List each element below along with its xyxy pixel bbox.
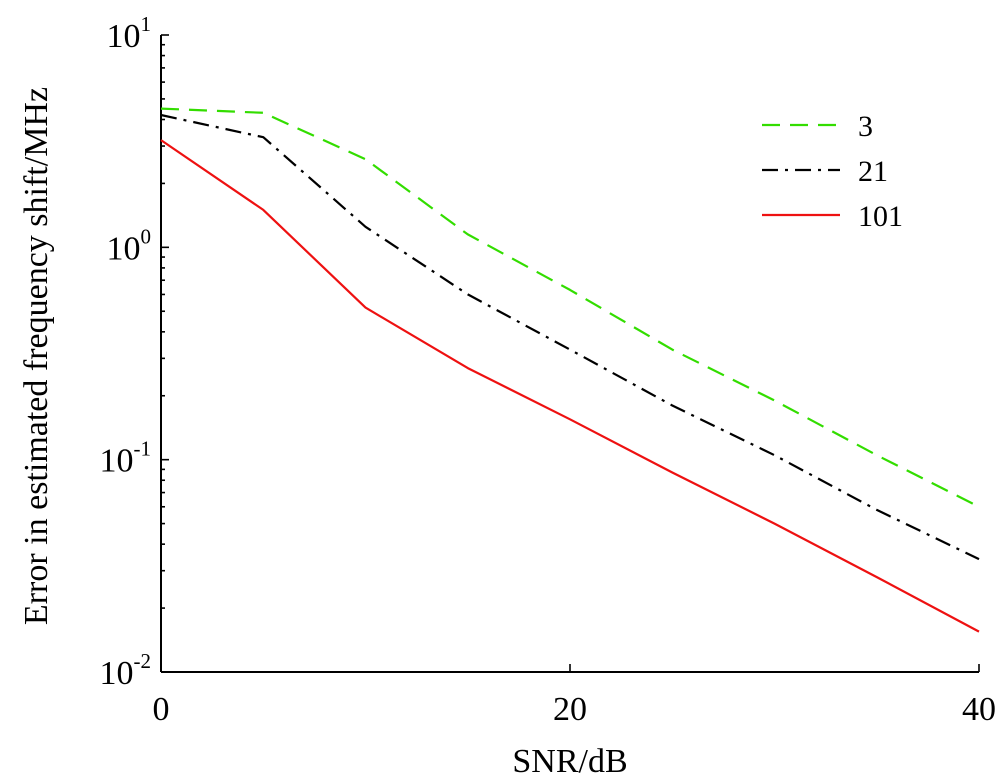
y-tick-base: 10 [107, 230, 141, 267]
legend-label: 3 [858, 110, 873, 143]
y-tick-base: 10 [107, 18, 141, 55]
legend-label: 101 [858, 200, 903, 233]
series-line-21 [160, 113, 980, 561]
legend-item-101: 101 [762, 200, 903, 233]
series-line-3 [160, 107, 980, 508]
legend: 3 21 101 [762, 110, 903, 233]
y-tick-exponent: -1 [134, 437, 152, 461]
y-tick-exponent: -2 [134, 649, 152, 673]
y-tick-base: 10 [100, 443, 134, 480]
y-axis-title: Error in estimated frequency shift/MHz [18, 87, 55, 625]
x-tick-label: 0 [153, 691, 170, 728]
legend-item-21: 21 [762, 155, 888, 188]
x-axis-title: SNR/dB [512, 743, 627, 780]
axes [160, 35, 979, 673]
series-line-101 [160, 139, 980, 633]
legend-label: 21 [858, 155, 888, 188]
legend-item-3: 3 [762, 110, 873, 143]
y-tick-base: 10 [100, 655, 134, 692]
y-tick-exponent: 0 [141, 224, 152, 248]
x-tick-label: 20 [553, 691, 587, 728]
x-tick-label: 40 [962, 691, 996, 728]
y-tick-label: 10-1 [100, 437, 152, 480]
y-tick-label: 100 [107, 224, 152, 267]
y-tick-exponent: 1 [141, 12, 152, 36]
y-tick-label: 101 [107, 12, 152, 55]
series-layer [160, 107, 980, 633]
y-tick-label: 10-2 [100, 649, 152, 692]
